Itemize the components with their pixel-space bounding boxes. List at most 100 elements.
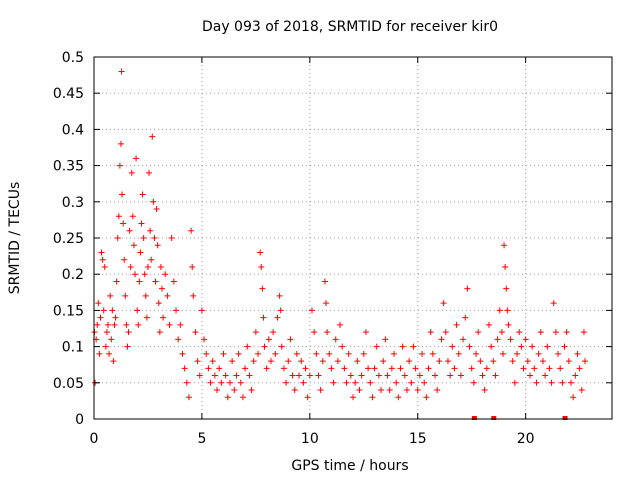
data-point: [317, 387, 324, 394]
data-point: [503, 285, 510, 292]
data-point: [258, 263, 265, 270]
x-tick-label: 0: [90, 431, 99, 447]
data-point: [367, 379, 374, 386]
data-point: [126, 227, 133, 234]
data-point: [576, 365, 583, 372]
data-point: [492, 372, 499, 379]
data-point: [127, 263, 134, 270]
data-point: [447, 372, 454, 379]
data-point: [235, 350, 242, 357]
data-point: [116, 162, 123, 169]
data-point: [211, 372, 218, 379]
data-point: [117, 140, 124, 147]
data-point: [455, 350, 462, 357]
grid: [94, 57, 612, 419]
gap-markers: [471, 416, 568, 420]
data-point: [507, 336, 514, 343]
data-point: [500, 350, 507, 357]
data-point: [283, 379, 290, 386]
data-point: [477, 358, 484, 365]
data-point: [96, 350, 103, 357]
data-point: [113, 278, 120, 285]
data-point: [352, 379, 359, 386]
data-point: [453, 321, 460, 328]
x-tick-label: 20: [517, 431, 535, 447]
y-tick-label: 0.2: [62, 267, 84, 283]
data-point: [201, 336, 208, 343]
data-point: [490, 358, 497, 365]
data-point: [531, 365, 538, 372]
data-point: [132, 271, 139, 278]
data-point: [449, 343, 456, 350]
data-point: [520, 365, 527, 372]
data-point: [121, 256, 128, 263]
data-point: [175, 336, 182, 343]
data-point: [270, 329, 277, 336]
data-point: [460, 336, 467, 343]
data-point: [432, 372, 439, 379]
data-point: [196, 372, 203, 379]
data-point: [412, 365, 419, 372]
data-point: [319, 358, 326, 365]
x-axis-title: GPS time / hours: [291, 458, 408, 474]
data-point: [384, 372, 391, 379]
data-point: [321, 278, 328, 285]
data-point: [214, 387, 221, 394]
data-point: [408, 379, 415, 386]
data-point: [386, 387, 393, 394]
data-point: [485, 321, 492, 328]
data-point: [239, 394, 246, 401]
data-point: [375, 372, 382, 379]
data-point: [391, 350, 398, 357]
data-point: [170, 278, 177, 285]
data-point: [339, 343, 346, 350]
data-point: [168, 235, 175, 241]
data-point: [198, 307, 205, 314]
data-point: [466, 343, 473, 350]
data-point: [308, 307, 315, 314]
data-point: [496, 307, 503, 314]
data-point: [129, 213, 136, 220]
data-point: [436, 358, 443, 365]
data-point: [341, 365, 348, 372]
y-tick-label: 0: [75, 412, 84, 428]
data-point: [494, 336, 501, 343]
data-point: [124, 343, 131, 350]
data-point: [537, 329, 544, 336]
data-point: [296, 372, 303, 379]
data-point: [160, 314, 167, 321]
data-point: [533, 379, 540, 386]
data-point: [207, 379, 214, 386]
data-point: [552, 329, 559, 336]
data-point: [505, 321, 512, 328]
data-point: [203, 350, 210, 357]
data-point: [95, 300, 102, 307]
data-point: [347, 372, 354, 379]
data-point: [354, 358, 361, 365]
data-point: [144, 263, 151, 270]
y-tick-label: 0.25: [53, 231, 84, 247]
data-point: [179, 350, 186, 357]
data-point: [563, 329, 570, 336]
data-point: [380, 358, 387, 365]
data-point: [149, 133, 156, 140]
data-point: [278, 343, 285, 350]
data-point: [388, 365, 395, 372]
data-point: [185, 394, 192, 401]
x-tick-labels: 0 5 10 15 20: [90, 431, 535, 447]
data-point: [356, 387, 363, 394]
data-point: [130, 242, 137, 249]
data-point: [526, 372, 533, 379]
data-point: [399, 343, 406, 350]
data-point: [111, 321, 118, 328]
data-point: [242, 365, 249, 372]
data-point: [218, 379, 225, 386]
data-point: [94, 321, 101, 328]
data-point: [166, 321, 173, 328]
data-point: [582, 358, 589, 365]
data-point: [328, 365, 335, 372]
data-point: [231, 387, 238, 394]
data-point: [302, 365, 309, 372]
data-point: [141, 271, 148, 278]
data-point: [300, 379, 307, 386]
